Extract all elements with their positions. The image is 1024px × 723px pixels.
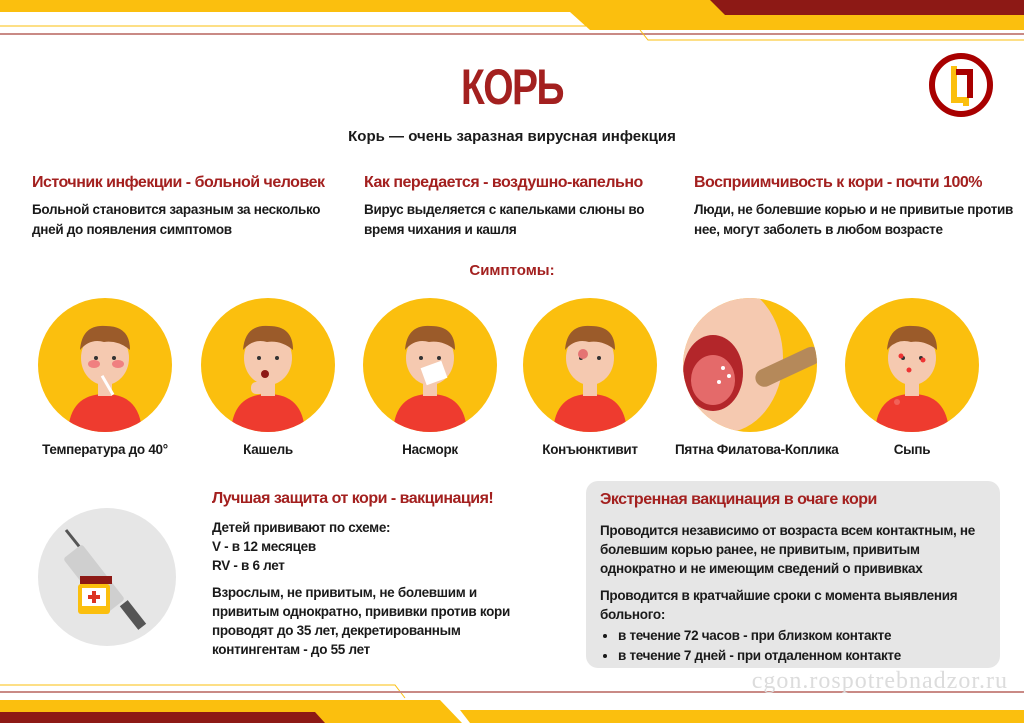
symptom-label: Пятна Филатова-Коплика (675, 442, 839, 457)
symptom-label: Конъюнктивит (542, 442, 638, 457)
conjunctivitis-child-icon (523, 298, 657, 432)
symptom-label: Кашель (243, 442, 293, 457)
fever-child-icon (38, 298, 172, 432)
syringe-vaccine-icon (38, 508, 176, 646)
symptoms-title: Симптомы: (469, 262, 555, 279)
rash-child-icon (845, 298, 979, 432)
schedule-line: V - в 12 месяцев (212, 539, 316, 554)
schedule-line: Детей прививают по схеме: (212, 520, 391, 535)
vaccination-schedule: Детей прививают по схеме: V - в 12 месяц… (212, 518, 542, 575)
symptom-item: Насморк (355, 298, 505, 457)
cough-child-icon (201, 298, 335, 432)
emergency-bullet: в течение 7 дней - при отдаленном контак… (618, 646, 986, 666)
mouth-spots-icon (683, 298, 817, 432)
schedule-line: RV - в 6 лет (212, 558, 285, 573)
symptom-item: Конъюнктивит (515, 298, 665, 457)
runny-nose-child-icon (363, 298, 497, 432)
vaccination-adults: Взрослым, не привитым, не болевшим и при… (212, 585, 510, 657)
vaccination-title: Лучшая защита от кори - вакцинация! (212, 490, 494, 507)
symptom-label: Сыпь (893, 442, 931, 457)
info-title: Источник инфекции - больной человек (32, 174, 325, 191)
info-text: Вирус выделяется с капельками слюны во в… (364, 202, 645, 237)
page-subtitle: Корь — очень заразная вирусная инфекция (348, 128, 676, 145)
vaccination-section: Лучшая защита от кори - вакцинация! Дете… (212, 490, 542, 667)
top-decor-bars (0, 0, 1024, 41)
emergency-bullet: в течение 72 часов - при близком контакт… (618, 626, 986, 646)
info-title: Восприимчивость к кори - почти 100% (694, 174, 983, 191)
watermark: cgon.rospotrebnadzor.ru (751, 668, 1008, 694)
emergency-text-2: Проводится в кратчайшие сроки с момента … (600, 588, 958, 622)
symptom-item: Кашель (193, 298, 343, 457)
info-title: Как передается - воздушно-капельно (364, 174, 643, 191)
info-text: Больной становится заразным за несколько… (32, 202, 321, 237)
emergency-title: Экстренная вакцинация в очаге кори (600, 491, 877, 508)
logo (929, 53, 993, 117)
info-column-susceptibility: Восприимчивость к кори - почти 100% Люди… (694, 174, 1014, 240)
symptom-item: Сыпь (837, 298, 987, 457)
info-column-source: Источник инфекции - больной человек Боль… (32, 174, 352, 240)
symptom-item: Температура до 40° (30, 298, 180, 457)
symptom-label: Насморк (402, 442, 458, 457)
emergency-vaccination-panel: Экстренная вакцинация в очаге кори Прово… (586, 481, 1000, 668)
info-column-transmission: Как передается - воздушно-капельно Вирус… (364, 174, 664, 240)
symptom-label: Температура до 40° (42, 442, 168, 457)
info-text: Люди, не болевшие корью и не привитые пр… (694, 202, 1014, 237)
page-title: КОРЬ (461, 59, 565, 115)
bottom-decor-bars (0, 684, 1024, 723)
emergency-text-1: Проводится независимо от возраста всем к… (600, 523, 975, 576)
symptom-item: Пятна Филатова-Коплика (675, 298, 839, 457)
